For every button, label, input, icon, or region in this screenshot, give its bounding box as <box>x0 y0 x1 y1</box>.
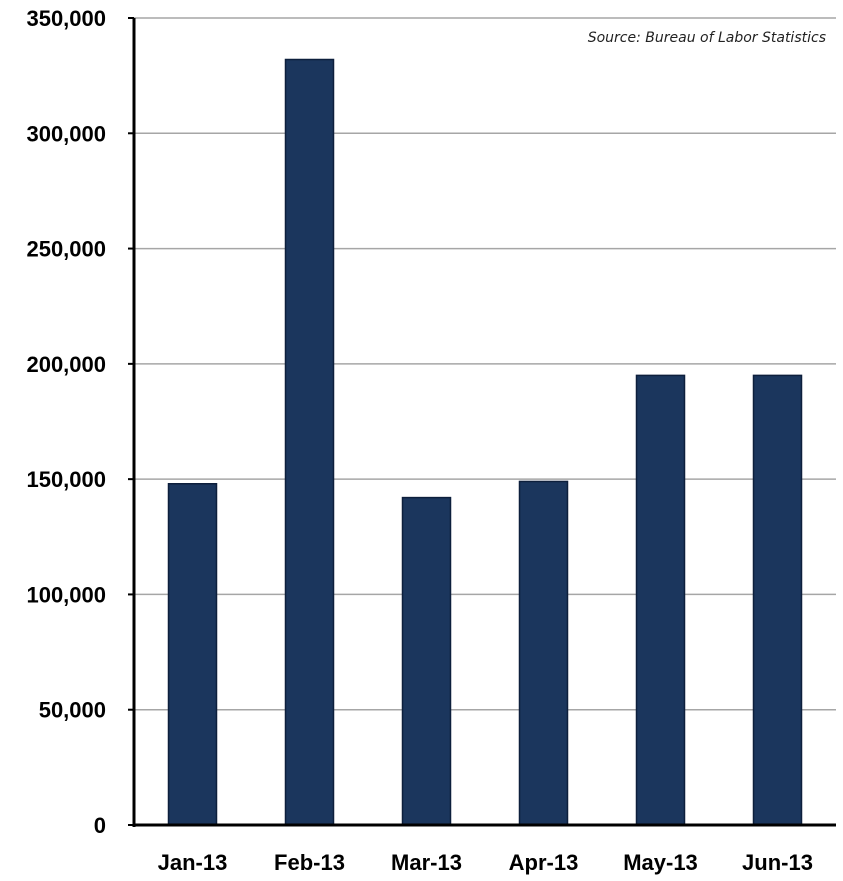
bar <box>167 483 218 826</box>
x-category-label: Feb-13 <box>274 850 345 875</box>
x-category-label: Jun-13 <box>742 850 813 875</box>
x-axis-category-labels: Jan-13 Feb-13 Mar-13 Apr-13 May-13 Jun-13 <box>158 850 813 875</box>
axes <box>128 17 836 827</box>
y-tick-label: 350,000 <box>26 6 106 31</box>
x-category-label: Jan-13 <box>158 850 228 875</box>
bar <box>401 496 452 826</box>
x-category-label: Mar-13 <box>391 850 462 875</box>
bars <box>167 58 803 826</box>
source-annotation: Source: Bureau of Labor Statistics <box>588 30 826 46</box>
y-tick-label: 0 <box>94 813 106 838</box>
y-axis-tick-labels: 0 50,000 100,000 150,000 200,000 250,000 300,0… <box>26 6 106 838</box>
y-tick-label: 150,000 <box>26 467 106 492</box>
gridlines <box>134 17 836 711</box>
x-category-label: Apr-13 <box>509 850 579 875</box>
bar <box>752 374 803 826</box>
bar <box>284 58 335 826</box>
bar <box>635 374 686 826</box>
y-tick-label: 300,000 <box>26 121 106 146</box>
y-tick-label: 50,000 <box>39 698 106 723</box>
x-category-label: May-13 <box>623 850 698 875</box>
y-tick-label: 100,000 <box>26 582 106 607</box>
y-tick-label: 200,000 <box>26 352 106 377</box>
bar <box>518 480 569 826</box>
y-tick-label: 250,000 <box>26 237 106 262</box>
